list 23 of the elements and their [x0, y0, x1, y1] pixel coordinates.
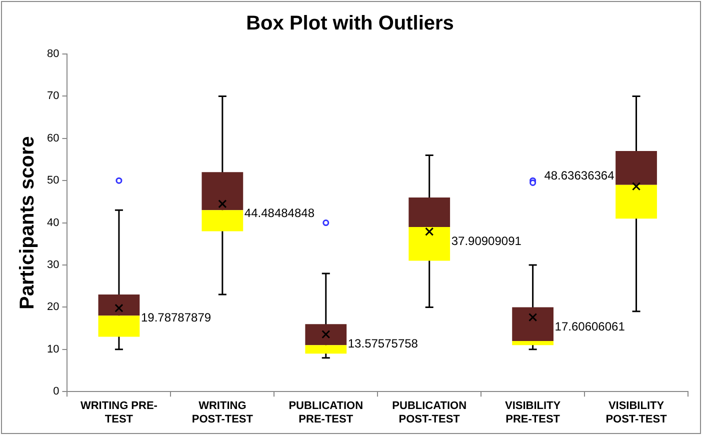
x-tick-label: VISIBILITY POST-TEST [606, 400, 668, 426]
annotation: 13.57575758 [348, 336, 418, 351]
y-tick-label: 0 [53, 386, 60, 398]
annotation: 44.48484848 [244, 206, 315, 220]
annotation: 37.90909091 [451, 234, 522, 248]
y-tick-label: 40 [46, 216, 60, 229]
y-tick-label: 20 [46, 301, 60, 314]
y-tick-label: 80 [46, 48, 60, 60]
x-tick-label: PUBLICATION PRE-TEST [288, 400, 364, 426]
annotation: 48.63636364 [544, 168, 615, 183]
chart-title: Box Plot with Outliers [246, 12, 454, 35]
y-tick-label: 60 [46, 132, 60, 144]
x-tick-label: PUBLICATION POST-TEST [392, 400, 467, 426]
annotation: 19.78787879 [140, 310, 212, 324]
x-tick-label: VISIBILITY PRE-TEST [504, 400, 562, 426]
y-axis-title: Participants score [16, 136, 39, 310]
annotation: 17.60606061 [554, 320, 626, 334]
y-tick-label: 70 [46, 90, 60, 102]
y-tick-label: 30 [46, 259, 60, 272]
x-tick-label: WRITING PRE-TEST [80, 400, 158, 426]
y-tick-label: 10 [46, 343, 60, 356]
y-tick-label: 50 [46, 174, 60, 187]
x-tick-label: WRITING POST-TEST [192, 400, 254, 426]
